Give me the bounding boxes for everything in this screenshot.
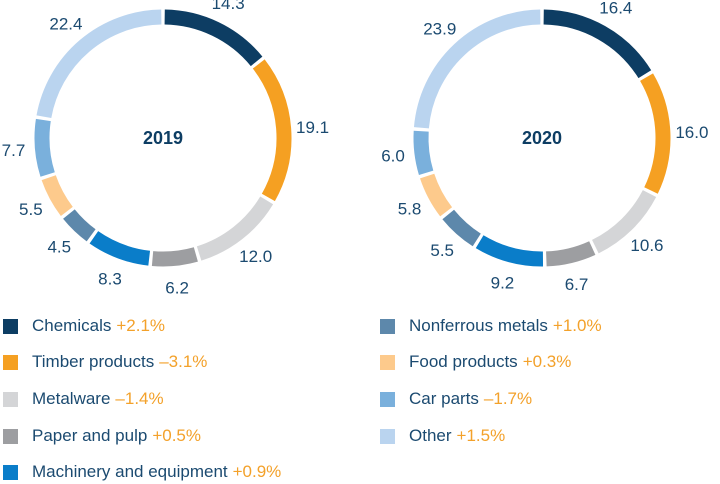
legend-label: Car parts <box>409 389 479 408</box>
legend-swatch <box>3 428 18 444</box>
data-label: 23.9 <box>423 19 456 38</box>
legend-item-nonferrous: Nonferrous metals +1.0% <box>380 315 602 337</box>
legend-label: Food products <box>409 352 518 371</box>
legend-label: Nonferrous metals <box>409 316 548 335</box>
legend-item-timber: Timber products –3.1% <box>3 351 207 373</box>
data-label: 22.4 <box>49 15 82 34</box>
donut-segment-2020-3 <box>545 241 596 267</box>
legend-change: +1.0% <box>552 316 602 335</box>
legend-item-machinery: Machinery and equipment +0.9% <box>3 461 281 483</box>
donut-segment-2019-8 <box>36 9 162 119</box>
donut-center-title: 2020 <box>522 128 562 148</box>
data-label: 9.2 <box>491 274 515 293</box>
data-label: 10.6 <box>630 236 663 255</box>
legend-swatch <box>3 318 18 334</box>
donut-segment-2019-4 <box>89 231 151 266</box>
legend-label: Other <box>409 426 452 445</box>
legend-item-car-parts: Car parts –1.7% <box>380 388 532 410</box>
legend-label: Chemicals <box>32 316 112 335</box>
donut-segment-2019-3 <box>151 247 198 267</box>
donut-segment-2020-2 <box>591 189 657 254</box>
legend-change: –1.7% <box>483 389 533 408</box>
data-label: 6.0 <box>381 147 405 166</box>
donut-segment-2020-5 <box>442 209 481 247</box>
data-label: 16.4 <box>599 0 632 17</box>
legend-label: Metalware <box>32 389 111 408</box>
donut-segment-2020-6 <box>420 173 453 217</box>
data-label: 16.0 <box>675 123 708 142</box>
legend-item-food: Food products +0.3% <box>380 351 571 373</box>
data-label: 19.1 <box>296 118 329 137</box>
data-label: 8.3 <box>98 269 122 288</box>
legend-change: –1.4% <box>115 389 164 408</box>
donut-segment-2020-0 <box>543 9 652 79</box>
legend-change: +0.3% <box>522 352 572 371</box>
legend-swatch <box>380 391 395 407</box>
data-label: 14.3 <box>212 0 245 13</box>
data-label: 12.0 <box>239 247 272 266</box>
legend-swatch <box>3 354 18 370</box>
legend-swatch <box>3 464 18 480</box>
data-label: 5.5 <box>19 200 43 219</box>
legend-item-chemicals: Chemicals +2.1% <box>3 315 165 337</box>
donut-segment-2019-1 <box>252 59 292 202</box>
data-label: 5.5 <box>430 241 454 260</box>
legend-item-metalware: Metalware –1.4% <box>3 388 164 410</box>
legend-change: +0.5% <box>152 426 202 445</box>
legend-item-paper: Paper and pulp +0.5% <box>3 425 201 447</box>
legend-label: Paper and pulp <box>32 426 148 445</box>
donut-segment-2019-5 <box>63 209 96 242</box>
legend-change: +0.9% <box>232 462 282 481</box>
legend-change: +2.1% <box>116 316 166 335</box>
data-label: 7.7 <box>2 141 26 160</box>
donut-segment-2019-0 <box>164 9 263 67</box>
donut-segment-2020-7 <box>413 130 434 175</box>
donut-charts: 14.319.112.06.28.34.55.57.722.4201916.41… <box>2 0 709 297</box>
legend-item-other: Other +1.5% <box>380 425 505 447</box>
data-label: 6.2 <box>165 278 189 297</box>
data-label: 6.7 <box>565 275 589 294</box>
legend-change: +1.5% <box>456 426 506 445</box>
donut-segment-2020-1 <box>639 73 671 194</box>
legend-label: Machinery and equipment <box>32 462 228 481</box>
donut-segment-2019-2 <box>196 196 274 261</box>
donut-segment-2020-4 <box>475 235 544 267</box>
legend-swatch <box>3 391 18 407</box>
legend-swatch <box>380 428 395 444</box>
legend-change: –3.1% <box>159 352 208 371</box>
donut-segment-2020-8 <box>413 9 541 129</box>
data-label: 5.8 <box>398 199 422 218</box>
donut-center-title: 2019 <box>143 128 183 148</box>
donut-segment-2019-7 <box>34 118 55 177</box>
legend-label: Timber products <box>32 352 155 371</box>
donut-segment-2019-6 <box>41 175 73 216</box>
legend-swatch <box>380 318 395 334</box>
data-label: 4.5 <box>47 237 71 256</box>
legend-swatch <box>380 354 395 370</box>
